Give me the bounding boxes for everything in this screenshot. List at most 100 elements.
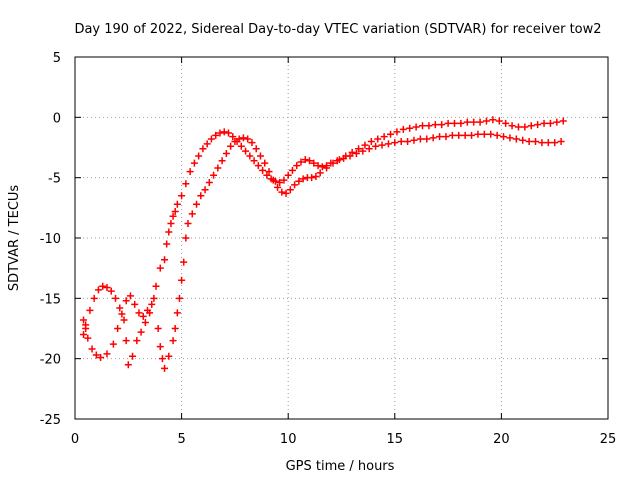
data-point <box>112 294 120 302</box>
data-point <box>468 131 476 139</box>
data-point <box>384 140 392 148</box>
data-point <box>97 353 105 361</box>
series-track-b <box>80 116 567 372</box>
data-point <box>352 150 360 158</box>
data-point <box>378 141 386 149</box>
data-point <box>372 142 380 150</box>
data-point <box>254 162 262 170</box>
data-point <box>276 178 284 186</box>
data-point <box>495 117 503 125</box>
data-point <box>99 282 107 290</box>
data-point <box>80 316 88 324</box>
data-point <box>404 137 412 145</box>
data-point <box>124 361 132 369</box>
data-point <box>80 331 88 339</box>
data-point <box>429 134 437 142</box>
data-point <box>246 152 254 160</box>
data-point <box>175 294 183 302</box>
data-point <box>129 352 137 360</box>
data-point <box>182 234 190 242</box>
data-point <box>348 148 356 156</box>
series-track-a <box>80 128 565 361</box>
data-point <box>448 131 456 139</box>
data-point <box>380 133 388 141</box>
data-point <box>146 309 154 317</box>
data-point <box>259 166 267 174</box>
data-point <box>139 312 147 320</box>
data-point <box>109 340 117 348</box>
x-tick-label: 0 <box>71 432 79 447</box>
data-point <box>329 159 337 167</box>
x-tick-label: 10 <box>280 432 297 447</box>
data-point <box>274 183 282 191</box>
data-point <box>540 119 548 127</box>
data-point <box>461 131 469 139</box>
data-point <box>416 135 424 143</box>
data-point <box>393 128 401 136</box>
data-point <box>301 156 309 164</box>
data-point <box>544 139 552 147</box>
data-point <box>154 325 162 332</box>
data-point <box>534 121 542 129</box>
data-point <box>184 220 192 228</box>
data-point <box>387 130 395 138</box>
data-point <box>480 130 488 138</box>
data-point <box>314 162 322 170</box>
data-point <box>263 171 271 179</box>
data-point <box>425 122 433 130</box>
data-point <box>158 355 166 363</box>
data-point <box>205 178 213 186</box>
data-point <box>178 192 186 200</box>
data-point <box>476 118 484 126</box>
data-point <box>410 136 418 144</box>
data-point <box>173 200 181 208</box>
x-tick-label: 5 <box>177 432 185 447</box>
data-point <box>167 220 175 228</box>
data-point <box>306 157 314 165</box>
data-point <box>131 300 139 308</box>
data-point <box>519 136 527 144</box>
data-point <box>316 169 324 177</box>
data-point <box>92 351 100 359</box>
data-point <box>538 139 546 147</box>
data-point <box>412 123 420 131</box>
data-point <box>431 121 439 129</box>
data-point <box>195 152 203 160</box>
data-point <box>133 337 141 345</box>
data-point <box>222 150 230 158</box>
axis-ticks: 0 5 10 15 20 25 -25 -20 -15 -10 -5 0 5 <box>40 51 617 447</box>
data-point <box>248 139 256 147</box>
data-point <box>122 337 130 345</box>
data-point <box>265 168 273 176</box>
data-point <box>84 334 92 342</box>
data-point <box>199 145 207 153</box>
data-point <box>256 152 264 160</box>
data-point <box>474 130 482 138</box>
data-point <box>229 133 237 141</box>
data-point <box>180 258 188 266</box>
data-point <box>207 135 215 143</box>
data-point <box>150 294 158 302</box>
data-point <box>186 168 194 176</box>
data-point <box>442 133 450 141</box>
data-point <box>261 159 269 167</box>
data-point <box>367 137 375 145</box>
data-point <box>225 129 233 137</box>
x-tick-label: 15 <box>387 432 404 447</box>
data-point <box>463 118 471 126</box>
data-point <box>546 119 554 127</box>
plot-frame <box>74 56 609 420</box>
data-point <box>94 286 102 294</box>
data-point <box>489 116 497 124</box>
x-tick-label: 20 <box>493 432 510 447</box>
data-point <box>288 166 296 174</box>
data-point <box>201 186 209 194</box>
data-point <box>374 135 382 143</box>
data-point <box>169 212 177 220</box>
data-point <box>182 180 190 188</box>
x-axis-label: GPS time / hours <box>286 459 395 474</box>
data-point <box>216 129 224 137</box>
data-point <box>114 325 122 332</box>
data-point <box>171 325 179 332</box>
